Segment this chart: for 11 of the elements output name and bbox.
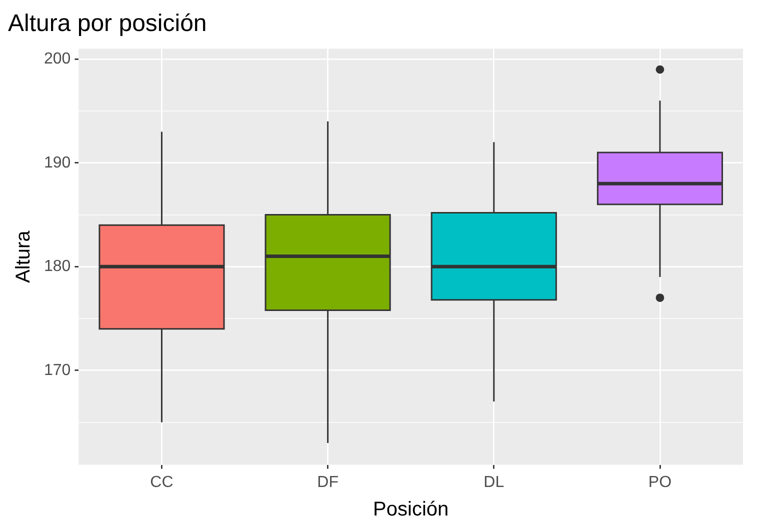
y-tick-label: 190 [44,154,71,172]
x-tick-label: PO [648,474,672,491]
x-axis-title: Posición [373,498,449,521]
y-tick-label: 180 [44,258,71,276]
y-tick-label: 200 [44,50,71,68]
y-tick-label: 170 [44,362,71,379]
y-axis-title: Altura [12,230,35,283]
chart-title: Altura por posición [8,10,207,38]
x-tick-label: DL [484,474,504,491]
x-tick-label: DF [317,474,339,491]
x-tick-label: CC [150,474,174,491]
